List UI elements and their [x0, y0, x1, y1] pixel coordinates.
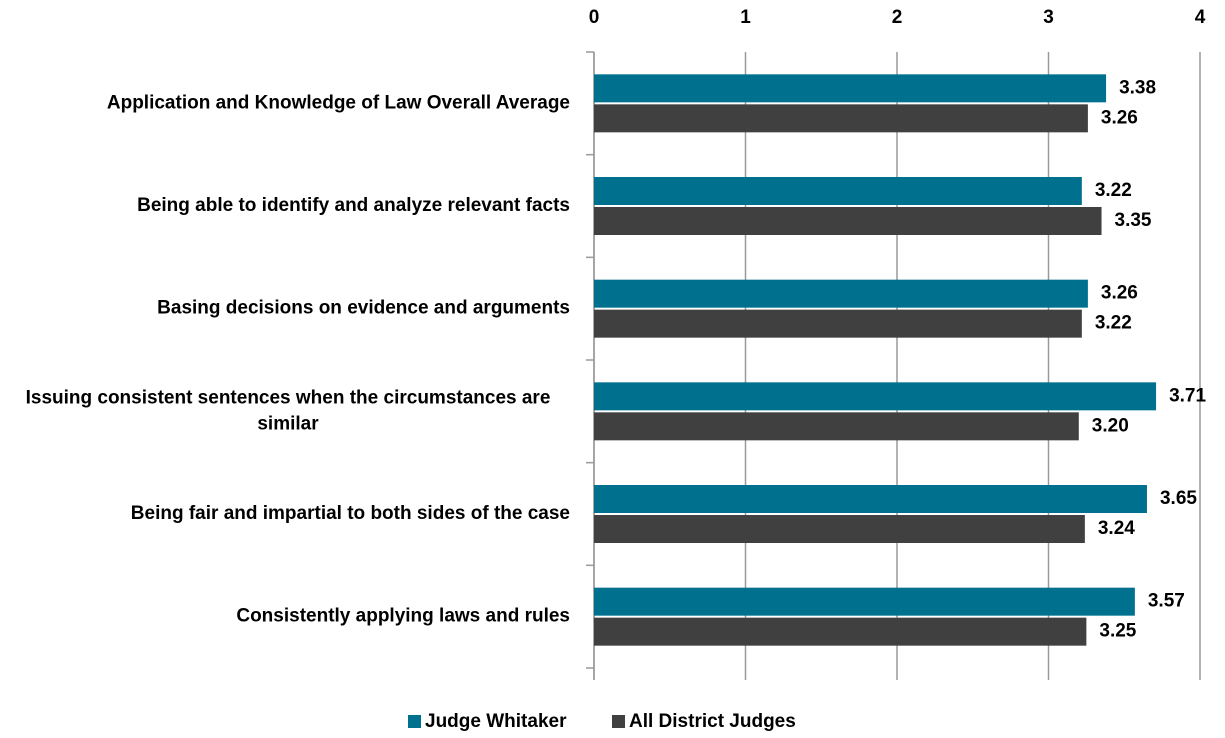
data-label: 3.35 — [1115, 210, 1152, 231]
data-label: 3.71 — [1169, 385, 1206, 406]
data-label: 3.24 — [1098, 518, 1135, 539]
data-label: 3.22 — [1095, 180, 1132, 201]
bar — [594, 412, 1079, 441]
x-tick-label: 0 — [589, 7, 600, 28]
data-label: 3.65 — [1160, 488, 1197, 509]
y-tick-label: Issuing consistent sentences when the ci… — [26, 387, 551, 434]
bar — [594, 279, 1088, 308]
x-tick-label: 2 — [892, 7, 903, 28]
label-line: similar — [257, 413, 319, 434]
x-tick-label: 4 — [1195, 7, 1206, 28]
bar — [594, 382, 1157, 411]
y-tick-label: Basing decisions on evidence and argumen… — [157, 298, 570, 319]
bar — [594, 309, 1082, 338]
y-tick-label: Application and Knowledge of Law Overall… — [107, 92, 570, 113]
bar — [594, 104, 1088, 133]
bar — [594, 617, 1087, 646]
legend-label: Judge Whitaker — [425, 711, 567, 732]
data-label: 3.20 — [1092, 415, 1129, 436]
bar — [594, 74, 1107, 103]
y-tick-label: Consistently applying laws and rules — [236, 606, 570, 627]
bar — [594, 515, 1085, 543]
legend-swatch — [408, 715, 421, 728]
bar — [594, 485, 1147, 513]
legend-label: All District Judges — [629, 711, 796, 732]
bar — [594, 207, 1102, 235]
data-label: 3.25 — [1099, 621, 1136, 642]
data-label: 3.26 — [1101, 107, 1138, 128]
data-label: 3.57 — [1148, 591, 1185, 612]
label-line: Issuing consistent sentences when the ci… — [26, 387, 551, 408]
x-tick-label: 3 — [1043, 7, 1054, 28]
data-label: 3.26 — [1101, 283, 1138, 304]
x-tick-label: 1 — [740, 7, 751, 28]
bar — [594, 587, 1135, 616]
y-tick-label: Being able to identify and analyze relev… — [137, 195, 570, 216]
y-tick-label: Being fair and impartial to both sides o… — [131, 503, 570, 524]
data-label: 3.38 — [1119, 77, 1156, 98]
legend-swatch — [612, 715, 625, 728]
data-label: 3.22 — [1095, 313, 1132, 334]
bar — [594, 177, 1082, 205]
